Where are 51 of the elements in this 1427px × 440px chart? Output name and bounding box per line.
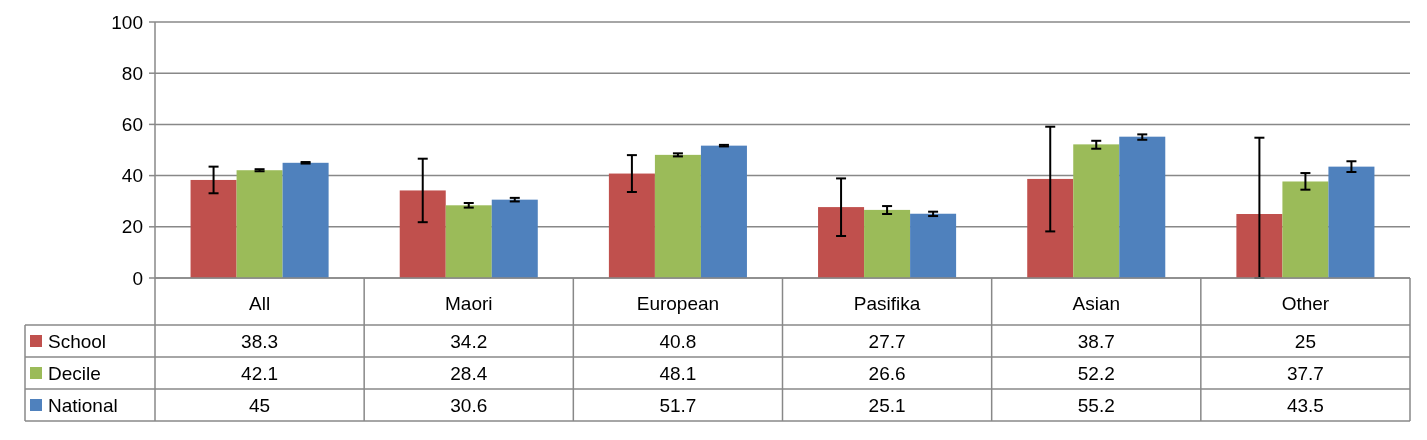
bar — [282, 162, 329, 278]
data-label: 40.8 — [659, 330, 697, 352]
bar — [1073, 144, 1120, 278]
y-tick-label: 80 — [121, 62, 143, 84]
data-label: 25 — [1294, 330, 1316, 352]
bar — [1282, 181, 1329, 278]
data-label: 38.3 — [241, 330, 279, 352]
legend-label: National — [48, 394, 118, 416]
x-tick-label: Maori — [444, 293, 493, 315]
x-tick-label: All — [249, 293, 271, 315]
y-tick-label: 100 — [111, 11, 143, 33]
bar — [190, 179, 237, 278]
data-label: 27.7 — [868, 330, 906, 352]
x-tick-label: Other — [1281, 293, 1330, 315]
bar — [1236, 214, 1283, 278]
data-label: 28.4 — [450, 362, 488, 384]
legend-label: School — [48, 330, 107, 352]
legend-label: Decile — [48, 362, 101, 384]
data-label: 42.1 — [241, 362, 279, 384]
y-tick-label: 20 — [121, 216, 143, 238]
data-label: 38.7 — [1077, 330, 1115, 352]
data-label: 45 — [249, 394, 271, 416]
x-tick-label: Asian — [1072, 293, 1121, 315]
bar — [236, 170, 283, 278]
x-tick-label: Pasifika — [853, 293, 921, 315]
bar — [1328, 166, 1375, 278]
bar — [491, 199, 538, 278]
data-label: 25.1 — [868, 394, 906, 416]
bar — [608, 173, 655, 278]
data-label: 26.6 — [868, 362, 906, 384]
y-tick-label: 0 — [132, 267, 143, 289]
bar — [399, 190, 446, 278]
bar — [1027, 178, 1074, 278]
bar — [818, 207, 865, 278]
data-label: 51.7 — [659, 394, 697, 416]
x-tick-label: European — [636, 293, 720, 315]
data-label: 34.2 — [450, 330, 488, 352]
y-tick-label: 40 — [121, 165, 143, 187]
bar — [700, 145, 747, 278]
bar — [864, 209, 911, 278]
data-label: 55.2 — [1077, 394, 1115, 416]
bar — [445, 205, 492, 278]
bar — [654, 154, 701, 278]
data-label: 30.6 — [450, 394, 488, 416]
data-label: 43.5 — [1286, 394, 1324, 416]
bar — [910, 213, 957, 278]
data-label: 52.2 — [1077, 362, 1115, 384]
data-label: 48.1 — [659, 362, 697, 384]
y-tick-label: 60 — [121, 114, 143, 136]
data-label: 37.7 — [1286, 362, 1324, 384]
bar — [1119, 136, 1166, 278]
